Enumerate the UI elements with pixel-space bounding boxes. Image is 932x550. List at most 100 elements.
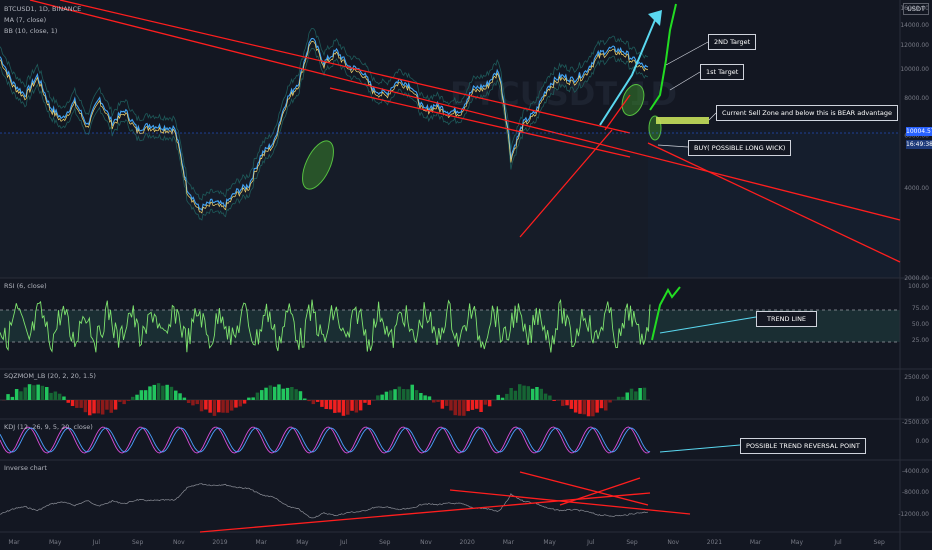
kdj-k-line	[0, 426, 651, 454]
sqz-bar	[113, 400, 118, 410]
sqz-bar	[294, 389, 298, 400]
sqz-bar	[234, 400, 238, 408]
sqz-bar	[225, 400, 230, 413]
sqz-bar	[440, 400, 445, 409]
x-tick-label: Nov	[667, 539, 679, 546]
sqz-bar	[75, 400, 79, 408]
sqz-bar	[578, 400, 582, 414]
sqz-bar	[513, 390, 518, 400]
sqz-bar	[251, 397, 255, 400]
rsi-green-arrow	[651, 286, 681, 341]
sqz-bar	[496, 394, 500, 400]
y-tick-label: 10000.00	[900, 66, 929, 73]
sqz-bar	[522, 385, 526, 400]
inverse-line	[0, 483, 649, 519]
sqz-bar	[341, 400, 346, 416]
sqz-bar	[376, 395, 380, 400]
sqz-bar	[462, 400, 466, 416]
sqz-bar	[212, 400, 217, 416]
sqz-bar	[505, 393, 509, 400]
sqz-bar	[92, 400, 96, 414]
sqz-bar	[483, 400, 488, 405]
sqz-bar	[118, 400, 122, 402]
y-tick-label: 75.00	[912, 305, 929, 312]
sqz-bar	[358, 400, 363, 411]
sqz-bar	[616, 396, 621, 400]
x-tick-label: Mar	[503, 539, 515, 546]
sqz-bar	[410, 384, 414, 400]
sqz-bar	[389, 390, 393, 400]
x-tick-label: 2021	[707, 539, 722, 546]
sqz-bar	[66, 400, 70, 403]
squeeze-momentum-bars	[2, 383, 647, 417]
sqz-bar	[573, 400, 578, 413]
sqz-bar	[337, 400, 341, 413]
sqz-bar	[6, 394, 10, 400]
y-tick-label: 100.00	[908, 283, 929, 290]
sqz-bar	[148, 386, 152, 400]
sqz-bar	[552, 400, 556, 401]
currency-button[interactable]: USDT	[903, 3, 929, 15]
sqz-bar	[642, 387, 647, 400]
last-price-tag: 10004.57	[906, 127, 932, 136]
sqz-bar	[595, 400, 599, 413]
sqz-bar	[539, 388, 543, 400]
sqz-bar	[135, 394, 139, 400]
x-tick-label: May	[543, 539, 556, 546]
sqz-bar	[100, 400, 105, 415]
sqz-bar	[432, 400, 436, 403]
buy-connector	[657, 144, 689, 148]
sqz-bar	[96, 400, 101, 414]
y-axis-ticks: 16000.0014000.0012000.0010000.008000.006…	[898, 5, 929, 518]
sqz-bar	[363, 400, 367, 403]
callout-sell-zone: Current Sell Zone and below this is BEAR…	[716, 105, 898, 121]
sqz-bar	[165, 384, 169, 400]
bb-upper	[0, 27, 649, 201]
y-tick-label: -2500.00	[902, 419, 929, 426]
sqz-bar	[604, 400, 608, 411]
sqz-bar	[88, 400, 92, 416]
y-tick-label: 14000.00	[900, 22, 929, 29]
y-tick-label: 0.00	[916, 438, 930, 445]
sqz-bar	[518, 384, 522, 400]
x-tick-label: Jul	[833, 539, 842, 546]
x-tick-label: Nov	[173, 539, 185, 546]
sqz-bar	[380, 394, 384, 400]
sqz-bar	[186, 400, 191, 403]
target-connector	[665, 41, 709, 66]
rsi-line	[0, 298, 651, 353]
y-tick-label: 0.00	[916, 396, 930, 403]
trend-line	[647, 142, 901, 263]
sqz-bar	[638, 388, 642, 400]
sqz-bar	[303, 398, 307, 400]
price-series	[0, 37, 649, 214]
sqz-pane-title: SQZMOM_LB (20, 2, 20, 1.5)	[4, 372, 96, 380]
sqz-bar	[423, 395, 427, 400]
sqz-bar	[436, 400, 440, 402]
inverse-pane-title: Inverse chart	[4, 464, 47, 472]
sqz-bar	[191, 400, 195, 406]
sell-zone-box	[656, 117, 709, 124]
target-connector	[669, 71, 701, 91]
x-tick-label: 2019	[212, 539, 227, 546]
trend-line	[329, 87, 631, 158]
sqz-bar	[204, 400, 208, 410]
ma-line	[0, 41, 649, 214]
sqz-bar	[264, 387, 268, 400]
sqz-bar	[238, 400, 242, 407]
rsi-series	[0, 298, 651, 353]
rsi-band	[0, 310, 900, 342]
sqz-bar	[621, 396, 625, 400]
sqz-bar	[79, 400, 83, 408]
sqz-bar	[260, 390, 264, 400]
sqz-bar	[182, 397, 187, 400]
kdj-d-line	[0, 427, 651, 453]
sqz-bar	[70, 400, 75, 406]
y-tick-label: 2000.00	[904, 275, 929, 282]
sqz-bar	[32, 385, 36, 400]
sqz-bar	[315, 400, 320, 402]
sqz-bar	[10, 396, 15, 400]
sqz-bar	[277, 384, 281, 400]
x-axis-ticks: Mar May Jul Sep Nov 2019 Mar May Jul Sep Nov 2020 Ma…	[8, 539, 885, 546]
